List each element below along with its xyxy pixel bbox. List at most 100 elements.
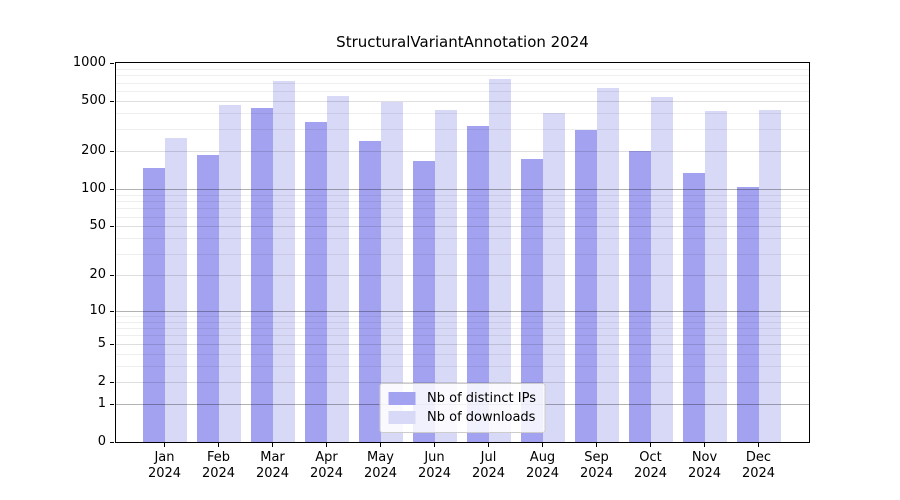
y-axis-tick-label-20: 20 bbox=[89, 267, 106, 282]
gridline-3 bbox=[116, 366, 809, 367]
x-axis-tick-label-line: 2024 bbox=[525, 466, 560, 481]
x-axis-tick-mark-sep bbox=[596, 443, 597, 447]
gridline-80 bbox=[116, 200, 809, 202]
bar-downloads-oct bbox=[650, 96, 673, 442]
y-axis-tick-label-1: 1 bbox=[97, 396, 106, 411]
bar-distinct-ips-sep bbox=[574, 129, 597, 442]
legend-swatch-distinct-ips bbox=[388, 392, 416, 405]
x-axis-tick-label-line: 2024 bbox=[363, 466, 398, 481]
y-axis-tick-mark-20 bbox=[110, 275, 114, 276]
gridline-2 bbox=[116, 381, 809, 383]
gridline-600 bbox=[116, 91, 809, 92]
x-axis-tick-mark-jan bbox=[164, 443, 165, 447]
bar-distinct-ips-jan bbox=[142, 168, 165, 442]
gridline-9 bbox=[116, 315, 809, 317]
x-axis-tick-label-line: 2024 bbox=[147, 466, 182, 481]
bar-distinct-ips-may bbox=[358, 141, 381, 442]
x-axis-tick-label-line: Apr bbox=[315, 450, 338, 465]
x-axis-tick-label-line: 2024 bbox=[201, 466, 236, 481]
x-axis-tick-label-nov: Nov 2024 bbox=[675, 450, 735, 482]
bar-downloads-jun bbox=[434, 109, 457, 442]
x-axis-tick-label-line: 2024 bbox=[471, 466, 506, 481]
bar-distinct-ips-jun bbox=[412, 161, 435, 442]
x-axis-tick-label-apr: Apr 2024 bbox=[297, 450, 357, 482]
bar-downloads-nov bbox=[704, 110, 727, 442]
x-axis-tick-label-oct: Oct 2024 bbox=[621, 450, 681, 482]
x-axis-tick-label-line: Nov bbox=[691, 450, 718, 465]
y-axis-tick-mark-100 bbox=[110, 188, 114, 190]
gridline-70 bbox=[116, 208, 809, 210]
x-axis-tick-label-may: May 2024 bbox=[351, 450, 411, 482]
y-axis-tick-label-10: 10 bbox=[89, 302, 106, 318]
x-axis-tick-label-jan: Jan 2024 bbox=[135, 450, 195, 482]
y-axis-tick-mark-1 bbox=[110, 404, 114, 405]
y-axis-tick-mark-500 bbox=[110, 101, 114, 102]
x-axis-tick-label-sep: Sep 2024 bbox=[567, 450, 627, 482]
x-axis-tick-label-line: Oct bbox=[639, 450, 662, 465]
x-axis-tick-label-dec: Dec 2024 bbox=[729, 450, 789, 482]
y-axis-tick-label-50: 50 bbox=[89, 218, 106, 234]
chart-title: StructuralVariantAnnotation 2024 bbox=[336, 33, 589, 51]
y-axis-tick-label-5: 5 bbox=[97, 335, 106, 351]
bar-distinct-ips-jul bbox=[466, 126, 489, 442]
gridline-8 bbox=[116, 321, 809, 323]
x-axis-tick-mark-oct bbox=[650, 443, 651, 447]
bar-downloads-aug bbox=[542, 112, 565, 442]
y-axis-tick-label-500: 500 bbox=[81, 93, 106, 108]
gridline-400 bbox=[116, 113, 809, 115]
legend-item-distinct-ips: Nb of distinct IPs bbox=[388, 389, 536, 408]
gridline-6 bbox=[116, 335, 809, 337]
plot-area: Nb of distinct IPs Nb of downloads bbox=[115, 62, 810, 443]
gridline-200 bbox=[116, 151, 809, 153]
legend: Nb of distinct IPs Nb of downloads bbox=[379, 383, 546, 433]
gridline-300 bbox=[116, 128, 809, 130]
gridline-5 bbox=[116, 343, 809, 345]
gridline-500 bbox=[116, 101, 809, 102]
x-axis-tick-label-line: Jul bbox=[480, 450, 497, 465]
bar-distinct-ips-oct bbox=[628, 150, 651, 442]
bar-distinct-ips-mar bbox=[250, 108, 273, 442]
bar-downloads-mar bbox=[272, 81, 295, 442]
bar-downloads-sep bbox=[596, 88, 619, 442]
x-axis-tick-mark-mar bbox=[272, 443, 273, 447]
x-axis-tick-mark-apr bbox=[326, 443, 327, 447]
gridline-50 bbox=[116, 226, 809, 228]
y-axis-tick-mark-2 bbox=[110, 381, 114, 383]
x-axis-tick-mark-jul bbox=[488, 443, 489, 447]
y-axis-tick-label-2: 2 bbox=[97, 373, 106, 389]
x-axis-tick-label-line: 2024 bbox=[633, 466, 668, 481]
x-axis-tick-label-line: 2024 bbox=[255, 466, 290, 481]
x-axis-tick-label-line: Jan bbox=[154, 450, 175, 465]
x-axis-tick-label-feb: Feb 2024 bbox=[189, 450, 249, 482]
y-axis-tick-mark-1000 bbox=[110, 63, 114, 64]
legend-label-downloads: Nb of downloads bbox=[427, 410, 536, 425]
gridline-20 bbox=[116, 275, 809, 276]
x-axis-tick-label-mar: Mar 2024 bbox=[243, 450, 303, 482]
x-axis-tick-label-line: 2024 bbox=[417, 466, 452, 481]
bar-downloads-may bbox=[380, 102, 403, 442]
y-axis-tick-label-1000: 1000 bbox=[72, 55, 106, 70]
y-axis-tick-mark-0 bbox=[110, 442, 114, 443]
x-axis-tick-label-line: 2024 bbox=[309, 466, 344, 481]
legend-label-distinct-ips: Nb of distinct IPs bbox=[427, 391, 536, 406]
gridline-30 bbox=[116, 253, 809, 255]
x-axis-tick-label-line: Dec bbox=[745, 450, 772, 465]
bar-distinct-ips-dec bbox=[736, 186, 759, 442]
x-axis-tick-label-aug: Aug 2024 bbox=[513, 450, 573, 482]
x-axis-tick-mark-jun bbox=[434, 443, 435, 447]
bar-distinct-ips-aug bbox=[520, 158, 543, 442]
x-axis-tick-label-line: Sep bbox=[584, 450, 609, 465]
x-axis-tick-label-line: Jun bbox=[424, 450, 445, 465]
bar-distinct-ips-feb bbox=[196, 154, 219, 442]
y-axis-tick-label-100: 100 bbox=[81, 180, 106, 196]
bar-distinct-ips-nov bbox=[682, 172, 705, 442]
gridline-40 bbox=[116, 238, 809, 240]
bar-downloads-jul bbox=[488, 78, 511, 442]
x-axis-tick-label-jul: Jul 2024 bbox=[459, 450, 519, 482]
gridline-4 bbox=[116, 353, 809, 355]
gridline-7 bbox=[116, 327, 809, 329]
x-axis-tick-mark-dec bbox=[758, 443, 759, 447]
x-axis-tick-label-line: Aug bbox=[529, 450, 556, 465]
x-axis-tick-label-jun: Jun 2024 bbox=[405, 450, 465, 482]
